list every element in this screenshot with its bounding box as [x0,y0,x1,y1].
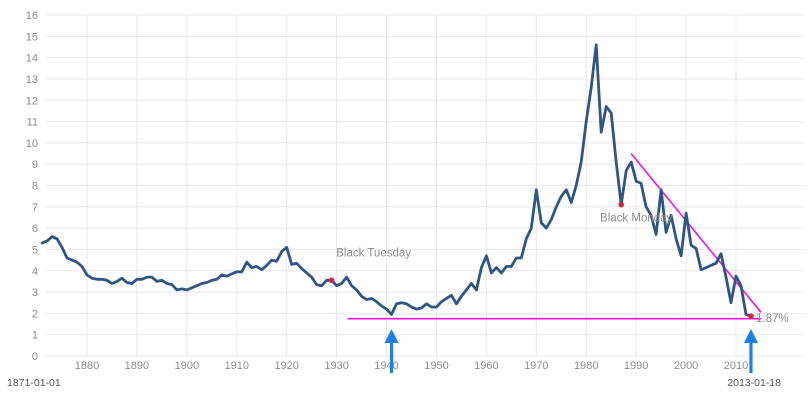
y-tick-label: 1 [32,330,38,342]
y-tick-label: 12 [26,95,38,107]
y-tick-label: 14 [26,53,38,65]
x-tick-label: 1940 [374,360,398,372]
range-start-label: 1871-01-01 [7,377,61,389]
arrow-up-icon [743,329,758,373]
x-tick-label: 1890 [125,360,149,372]
last-value-label: 1.87% [756,313,789,325]
event-marker[interactable] [618,201,624,208]
x-tick-label: 1950 [424,360,448,372]
series-group [40,43,753,318]
x-tick-label: 1970 [524,360,548,372]
y-tick-label: 6 [32,223,38,235]
y-tick-label: 7 [32,202,38,214]
x-tick-label: 1900 [175,360,199,372]
y-tick-label: 8 [32,181,38,193]
y-tick-label: 5 [32,244,38,256]
y-tick-label: 16 [26,10,38,22]
arrows [384,329,758,373]
event-marker[interactable] [748,313,754,319]
y-tick-label: 10 [26,138,38,150]
y-tick-label: 4 [32,266,38,278]
y-tick-label: 15 [26,31,38,43]
y-tick-label: 9 [32,159,38,171]
x-tick-label: 1990 [624,360,648,372]
event-markers: Black Tuesday Black Monday [328,201,754,319]
y-tick-label: 13 [26,74,38,86]
y-tick-label: 2 [32,308,38,320]
x-tick-label: 2010 [724,360,748,372]
x-tick-label: 1910 [225,360,249,372]
trend-lines [347,153,762,320]
x-axis: 1880 1890 1900 1910 1920 1930 1940 1950 1960 1970… [75,360,748,372]
trend-line [630,153,762,313]
event-marker[interactable] [328,277,335,284]
x-tick-label: 1930 [324,360,348,372]
arrow-up-icon [384,329,399,373]
x-tick-label: 1920 [274,360,298,372]
x-tick-label: 1980 [574,360,598,372]
event-label: Black Monday [600,213,672,225]
y-tick-label: 0 [32,351,38,363]
x-tick-label: 2000 [674,360,698,372]
y-tick-label: 11 [27,117,38,129]
grid [46,14,804,357]
series-line [40,43,753,318]
x-tick-label: 1960 [474,360,498,372]
range-end-label: 2013-01-18 [727,377,781,389]
event-label: Black Tuesday [336,247,411,259]
x-tick-label: 1880 [75,360,99,372]
y-tick-label: 3 [32,287,38,299]
